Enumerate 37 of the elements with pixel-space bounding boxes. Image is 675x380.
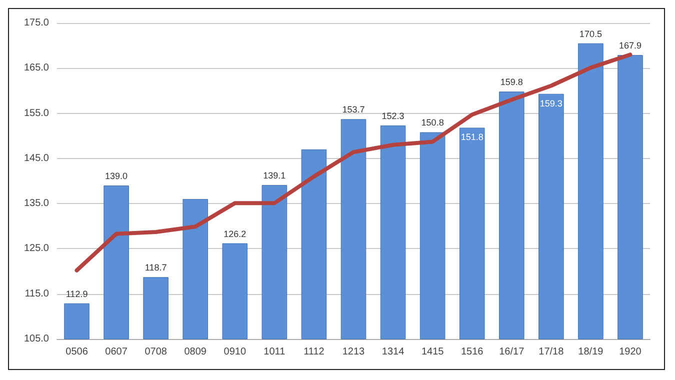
- x-tick-label: 0809: [184, 346, 207, 358]
- data-label: 126.2: [224, 228, 246, 239]
- x-tick-label: 16/17: [499, 346, 525, 358]
- x-tick-label: 1112: [304, 346, 325, 358]
- x-tick-label: 1920: [619, 346, 642, 358]
- x-tick-label: 0506: [66, 346, 88, 358]
- x-tick-label: 1415: [421, 346, 444, 358]
- data-label: 167.9: [618, 40, 642, 51]
- y-tick-label: 115.0: [24, 288, 50, 300]
- line-series: [74, 52, 632, 272]
- data-label: 170.5: [579, 28, 602, 39]
- x-tick-label: 1011: [264, 346, 286, 358]
- data-label: 152.3: [382, 110, 404, 121]
- data-label: 118.7: [144, 262, 167, 273]
- data-label: 150.8: [421, 118, 444, 128]
- data-label: 159.8: [500, 77, 523, 88]
- x-tick-label: 1516: [460, 346, 484, 358]
- data-label: 159.3: [540, 98, 562, 108]
- y-tick-label: 155.0: [24, 108, 50, 119]
- y-tick-label: 125.0: [24, 243, 50, 254]
- y-tick-label: 145.0: [24, 152, 50, 164]
- y-tick-label: 105.0: [24, 334, 50, 344]
- x-tick-label: 17/18: [538, 346, 564, 358]
- x-tick-label: 0607: [105, 346, 128, 358]
- data-label: 139.0: [105, 171, 128, 182]
- y-tick-label: 175.0: [24, 18, 50, 28]
- x-tick-label: 1213: [342, 346, 366, 358]
- y-tick-label: 135.0: [24, 198, 50, 210]
- data-label: 153.7: [342, 104, 365, 115]
- x-tick-label: 0708: [144, 346, 168, 358]
- y-tick-label: 165.0: [24, 62, 50, 74]
- data-label: 151.8: [460, 132, 484, 142]
- x-tick-label: 0910: [224, 346, 246, 358]
- x-tick-label: 18/19: [578, 346, 604, 358]
- data-label: 139.1: [263, 170, 286, 181]
- data-label: 112.9: [66, 288, 88, 299]
- x-tick-label: 1314: [382, 346, 405, 358]
